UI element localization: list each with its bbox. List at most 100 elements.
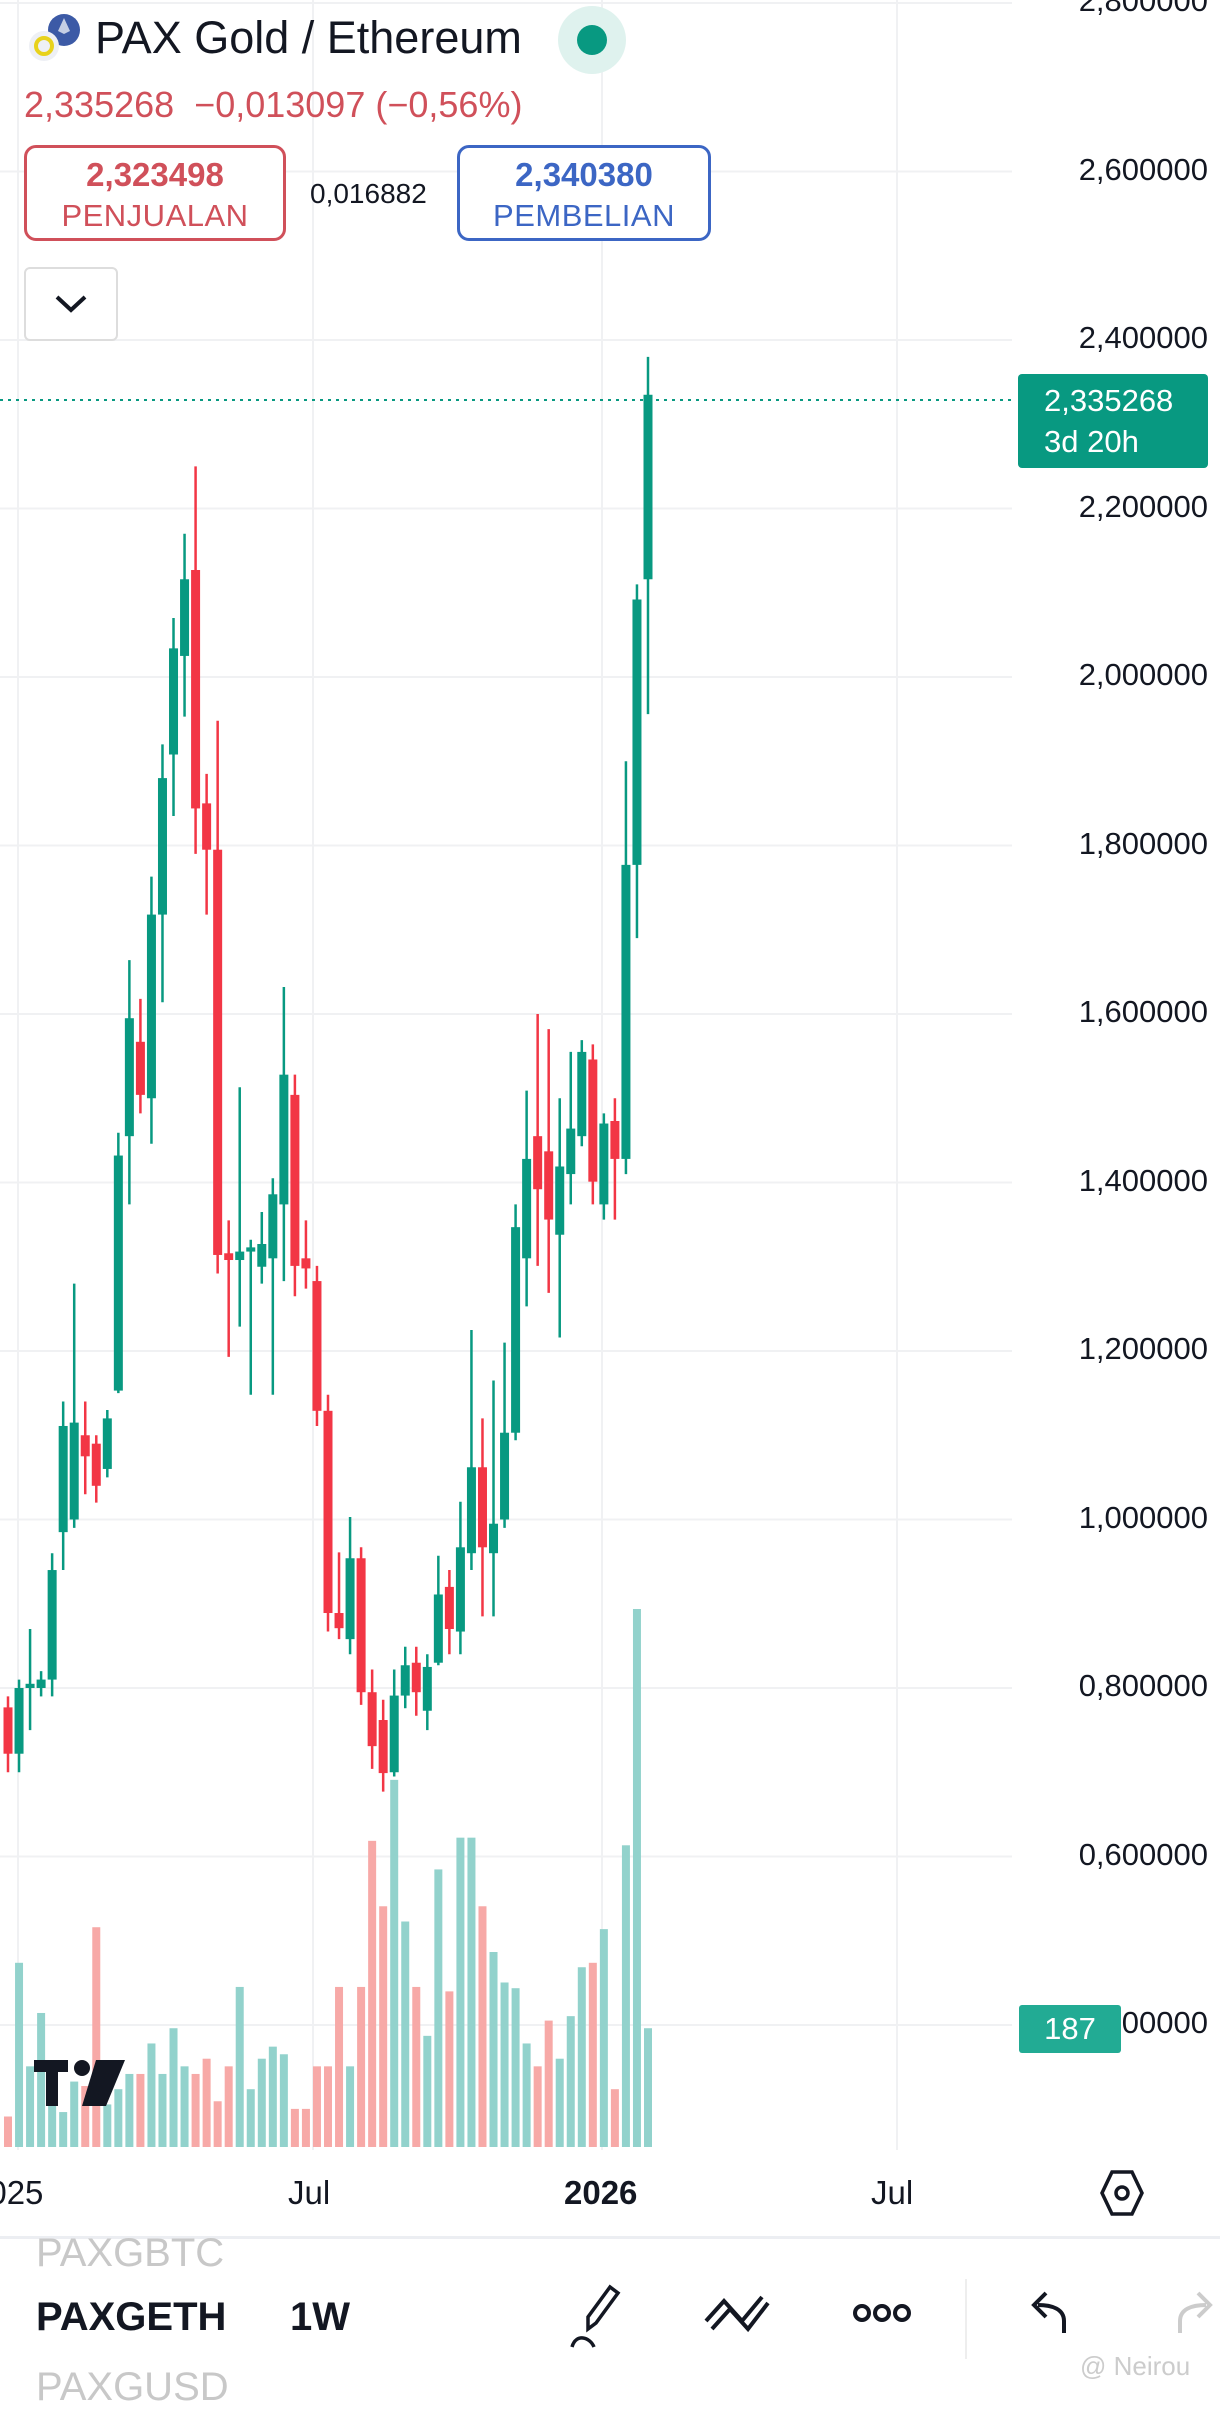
candle[interactable] <box>69 1283 79 1528</box>
sell-button[interactable]: 2,323498 PENJUALAN <box>24 145 286 241</box>
candle[interactable] <box>279 987 289 1282</box>
candle[interactable] <box>522 1090 532 1307</box>
candle-body <box>588 1059 598 1182</box>
candle[interactable] <box>301 1220 311 1289</box>
candle[interactable] <box>47 1553 57 1697</box>
volume-bar <box>312 2066 321 2147</box>
candle[interactable] <box>411 1646 421 1716</box>
candle[interactable] <box>224 1220 234 1357</box>
candle[interactable] <box>58 1401 68 1571</box>
candle[interactable] <box>566 1051 576 1205</box>
symbol-next[interactable]: PAXGUSD <box>36 2365 229 2409</box>
price-change-row: 2,335268 −0,013097 (−0,56%) <box>24 84 522 126</box>
candle[interactable] <box>599 1113 609 1220</box>
candle-body <box>268 1194 278 1259</box>
candle[interactable] <box>268 1178 278 1395</box>
price-axis-label: 2,600000 <box>1074 151 1208 188</box>
candle[interactable] <box>334 1552 344 1640</box>
candle[interactable] <box>113 1132 123 1394</box>
candle[interactable] <box>378 1699 388 1792</box>
candle[interactable] <box>135 998 145 1114</box>
candle[interactable] <box>169 618 179 817</box>
volume-bar <box>158 2073 167 2147</box>
candle[interactable] <box>257 1211 267 1284</box>
candle[interactable] <box>91 1435 101 1503</box>
candle-body <box>455 1547 465 1632</box>
indicators-button[interactable] <box>702 2281 770 2351</box>
candle[interactable] <box>3 1696 13 1773</box>
candle[interactable] <box>202 773 212 915</box>
candle[interactable] <box>466 1329 476 1571</box>
candle-body <box>312 1281 322 1411</box>
candle[interactable] <box>422 1654 432 1731</box>
market-status-indicator[interactable] <box>558 6 626 74</box>
candle[interactable] <box>191 466 201 854</box>
volume-bar <box>434 1869 443 2147</box>
candle[interactable] <box>356 1547 366 1705</box>
buy-button[interactable]: 2,340380 PEMBELIAN <box>457 145 711 241</box>
candle-body <box>202 803 212 850</box>
candle[interactable] <box>588 1044 598 1205</box>
price-axis-label: 2,200000 <box>1074 488 1208 525</box>
candle[interactable] <box>323 1394 333 1632</box>
candle-body <box>621 864 631 1159</box>
candle[interactable] <box>389 1669 399 1777</box>
undo-button[interactable] <box>1024 2281 1084 2351</box>
candle[interactable] <box>577 1040 587 1147</box>
candle[interactable] <box>36 1671 46 1697</box>
price-chart[interactable] <box>0 0 1220 2236</box>
candle[interactable] <box>511 1204 521 1441</box>
candle[interactable] <box>367 1669 377 1769</box>
candle[interactable] <box>444 1570 454 1655</box>
candle[interactable] <box>246 1239 256 1395</box>
candle[interactable] <box>25 1629 35 1731</box>
symbol-selector[interactable]: PAXGETH <box>36 2295 227 2339</box>
candle[interactable] <box>290 1074 300 1297</box>
candle[interactable] <box>146 876 156 1144</box>
candle[interactable] <box>643 356 653 715</box>
volume-bar <box>257 2058 266 2147</box>
volume-bar <box>445 1991 454 2147</box>
candle[interactable] <box>213 720 223 1274</box>
candle[interactable] <box>14 1679 24 1773</box>
chart-settings-button[interactable] <box>1098 2168 1146 2223</box>
candle[interactable] <box>400 1646 410 1709</box>
buy-label: PEMBELIAN <box>493 198 675 233</box>
candle[interactable] <box>102 1409 112 1478</box>
candle-body <box>367 1692 377 1747</box>
candle[interactable] <box>180 533 190 717</box>
candle-body <box>411 1662 421 1693</box>
candle[interactable] <box>544 1029 554 1293</box>
candle-body <box>500 1432 510 1520</box>
more-button[interactable] <box>852 2281 912 2351</box>
volume-bar <box>346 2066 355 2147</box>
candle[interactable] <box>489 1380 499 1617</box>
candle[interactable] <box>455 1501 465 1655</box>
candle[interactable] <box>621 761 631 1175</box>
candle-body <box>422 1666 432 1711</box>
candle[interactable] <box>345 1516 355 1655</box>
candle[interactable] <box>632 584 642 939</box>
timeframe-selector[interactable]: 1W <box>290 2295 350 2339</box>
candle[interactable] <box>80 1401 90 1495</box>
candle-body <box>522 1158 532 1259</box>
candle[interactable] <box>235 1087 245 1327</box>
candle[interactable] <box>610 1098 620 1220</box>
candle[interactable] <box>500 1342 510 1528</box>
candle-body <box>466 1467 476 1554</box>
redo-button[interactable] <box>1170 2281 1220 2351</box>
candle[interactable] <box>477 1418 487 1617</box>
candle[interactable] <box>533 1014 543 1266</box>
candle[interactable] <box>124 960 134 1205</box>
candle-body <box>91 1443 101 1486</box>
candle[interactable] <box>312 1265 322 1426</box>
drawing-tools-button[interactable] <box>566 2281 626 2351</box>
candle[interactable] <box>157 744 167 1003</box>
expand-legend-button[interactable] <box>24 267 118 341</box>
price-axis-label: 1,600000 <box>1074 994 1208 1030</box>
candle[interactable] <box>433 1555 443 1666</box>
symbol-prev[interactable]: PAXGBTC <box>36 2231 225 2275</box>
more-dots-icon <box>853 2304 911 2322</box>
symbol-title[interactable]: PAX Gold / Ethereum <box>95 12 522 63</box>
candle[interactable] <box>555 1098 565 1338</box>
